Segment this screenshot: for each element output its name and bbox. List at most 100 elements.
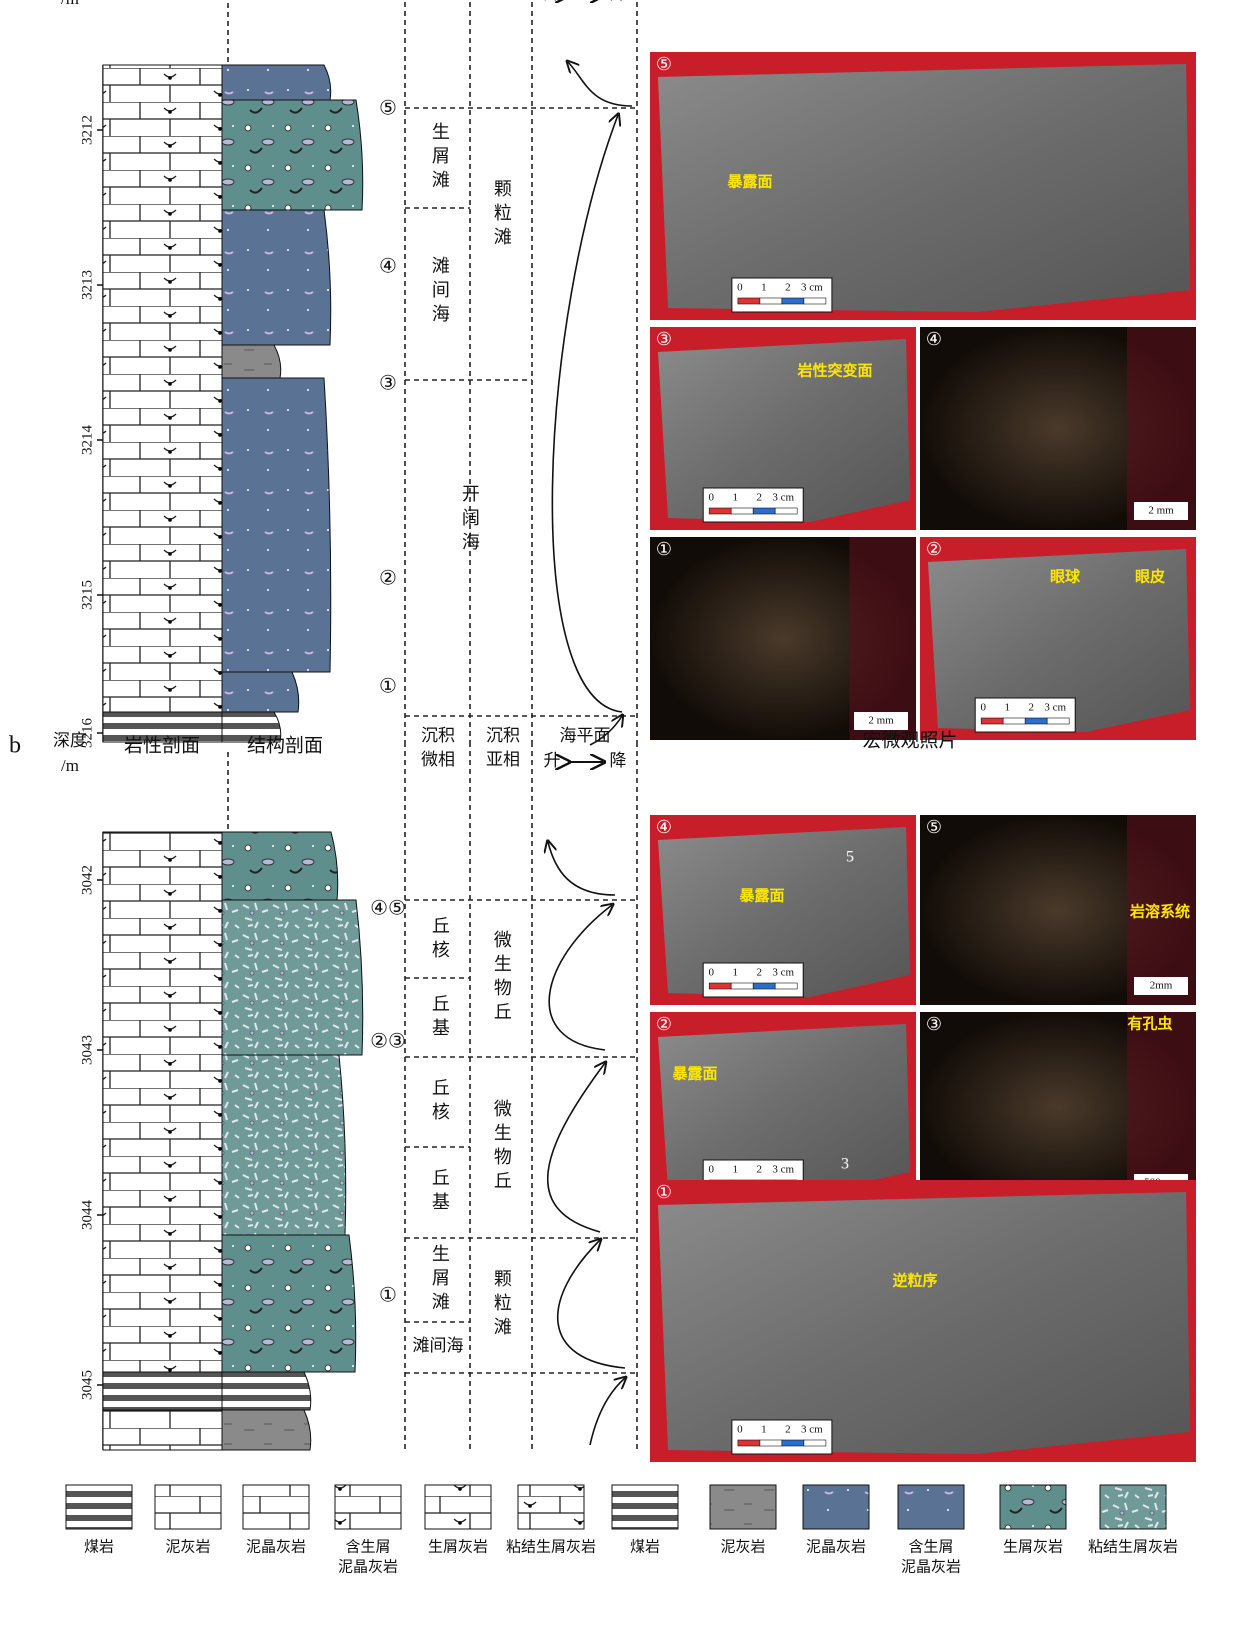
legend-label: 生屑灰岩 [428,1538,488,1555]
layer-marker: ① [379,1285,397,1307]
scale-label: 1 [761,282,767,294]
scale-label: 2 mm [1148,505,1174,517]
scale-label: 0 [708,492,714,504]
scale-label: 0 [708,1164,714,1176]
fall-label: 降 [610,0,627,3]
subfacies: 颗粒滩 [492,1269,512,1341]
scale-segment [1003,718,1025,724]
scale-segment [782,1440,804,1446]
depth-unit: /m [61,0,79,8]
microfacies: 生屑滩 [430,1244,450,1316]
lithology-bed [103,65,222,712]
column-header: 沉积 [486,726,520,745]
layer-marker: ④⑤ [370,898,406,920]
legend-label: 泥灰岩 [720,1538,765,1555]
photo-number: ① [656,539,672,559]
scale-segment [775,983,797,989]
scale-segment [738,1440,760,1446]
scale-label: 3 cm [772,492,794,504]
depth-label: 3215 [79,580,95,610]
lithology-bed [103,1410,222,1450]
legend-label: 生屑灰岩 [1003,1538,1063,1555]
texture-bed [222,832,338,900]
photo-header: 宏微观照片 [862,729,957,751]
subfacies: 微生物丘 [492,930,512,1026]
microfacies: 丘核 [430,916,450,964]
photo-annotation: 岩性突变面 [796,361,872,379]
texture-bed [222,1410,311,1450]
depth-label: 3044 [79,1200,95,1231]
layer-marker: ④ [379,256,397,278]
legend-label: 粘结生屑灰岩 [506,1538,596,1555]
sea-level-curve [549,905,612,1050]
rise-label: 升 [544,0,561,3]
rock-sample [658,1192,1190,1454]
legend-swatch [803,1485,869,1529]
texture-bed [222,345,281,378]
layer-marker: ② [379,568,397,590]
scale-segment [738,298,760,304]
photo-number: ④ [926,329,942,349]
sea-level-curve [568,62,632,106]
photo-annotation: 5 [846,849,854,866]
scale-label: 0 [980,702,986,714]
legend-label: 煤岩 [84,1538,114,1555]
scale-label: 3 cm [772,1164,794,1176]
photo-number: ④ [656,817,672,837]
lithology-bed [103,832,222,1372]
texture-bed [222,210,331,345]
depth-header: 深度 [53,731,87,750]
scale-segment [709,983,731,989]
legend-swatch [1100,1485,1166,1529]
scale-label: 1 [761,1424,767,1436]
texture-bed [222,900,363,1055]
photo-number: ③ [926,1014,942,1034]
photo-number: ⑤ [926,817,942,837]
texture-bed [222,1055,346,1235]
sea-level-curve [552,115,622,712]
texture-header: 结构剖面 [247,734,323,756]
photo-annotation: 岩溶系统 [1129,902,1190,920]
microfacies: 滩间海 [430,256,450,328]
photo-annotation: 暴露面 [739,886,784,904]
photo-number: ② [656,1014,672,1034]
layer-marker: ③ [379,373,397,395]
scale-label: 1 [732,967,738,979]
scale-segment [782,298,804,304]
scale-label: 1 [1004,702,1010,714]
photo-number: ⑤ [656,54,672,74]
legend-label: 粘结生屑灰岩 [1088,1538,1178,1555]
legend-swatch [612,1485,678,1529]
scale-label: 2 [785,1424,791,1436]
legend-swatch [66,1485,132,1529]
texture-bed [222,65,331,100]
scale-label: 1 [732,1164,738,1176]
fall-label: 降 [610,751,627,770]
thin-section [1127,1012,1196,1202]
sea-level-curve [548,842,615,895]
legend-label: 泥晶灰岩 [806,1538,866,1555]
scale-segment [1047,718,1069,724]
scale-label: 0 [737,282,743,294]
photo-annotation: 有孔虫 [1127,1014,1172,1032]
legend-label: 泥晶灰岩 [338,1558,398,1575]
texture-bed [222,100,363,210]
legend-swatch [425,1485,491,1529]
depth-label: 3043 [79,1035,95,1065]
figure: a深度/m岩性剖面结构剖面沉积微相沉积亚相海平面升降宏微观照片321232133… [0,0,1258,1645]
thin-section [1127,327,1196,530]
scale-label: 2 [756,492,762,504]
microfacies: 丘基 [430,1168,450,1216]
legend-label: 泥晶灰岩 [901,1558,961,1575]
lithology-header: 岩性剖面 [124,734,200,756]
subfacies: 微生物丘 [492,1099,512,1195]
scale-label: 2 mm [868,715,894,727]
scale-label: 2 [756,1164,762,1176]
scale-segment [760,298,782,304]
sea-level-curve [548,1063,605,1232]
subfacies: 颗粒滩 [492,179,512,251]
layer-marker: ① [379,676,397,698]
legend-swatch [1000,1485,1066,1529]
scale-label: 3 cm [801,282,823,294]
scale-segment [804,1440,826,1446]
